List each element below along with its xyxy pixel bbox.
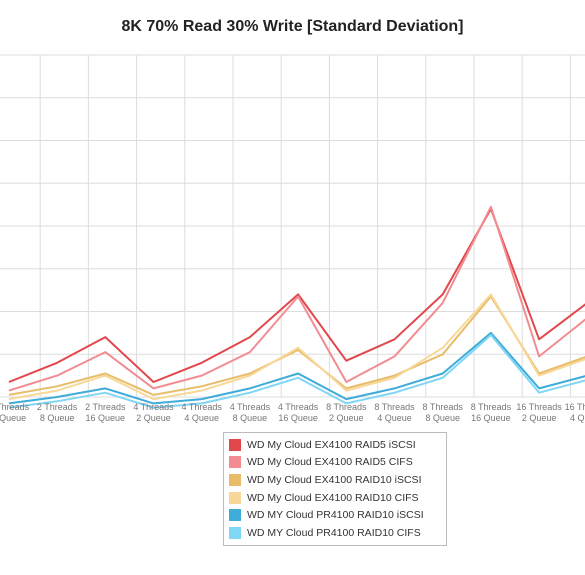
x-tick-label: 2 Queue [329, 413, 364, 423]
legend-label: WD MY Cloud PR4100 RAID10 iSCSI [247, 509, 424, 522]
legend-label: WD My Cloud EX4100 RAID10 CIFS [247, 491, 419, 504]
x-tick-label: 8 Threads [326, 402, 367, 412]
legend-swatch [229, 473, 241, 486]
legend-swatch [229, 491, 241, 504]
x-tick-label: 16 Threads [565, 402, 585, 412]
x-tick-label: 2 Threads [85, 402, 126, 412]
x-tick-label: 4 Threads [278, 402, 319, 412]
x-tick-label: 16 Queue [471, 413, 511, 423]
legend-label: WD My Cloud EX4100 RAID10 iSCSI [247, 473, 422, 486]
legend-swatch [229, 526, 241, 539]
x-tick-label: 4 Threads [133, 402, 174, 412]
legend-label: WD MY Cloud PR4100 RAID10 CIFS [247, 526, 421, 539]
x-tick-label: 8 Threads [374, 402, 415, 412]
legend-swatch [229, 456, 241, 469]
x-tick-label: 8 Queue [233, 413, 268, 423]
legend-label: WD My Cloud EX4100 RAID5 iSCSI [247, 438, 416, 451]
x-tick-label: 4 Threads [230, 402, 271, 412]
series-line-4 [8, 293, 585, 401]
series-lines [8, 205, 585, 409]
series-line-5 [8, 331, 585, 405]
x-tick-label: 16 Threads [516, 402, 562, 412]
x-tick-label: 1 Threads [0, 402, 30, 412]
legend-label: WD My Cloud EX4100 RAID5 CIFS [247, 456, 413, 469]
x-tick-label: 16 Queue [86, 413, 126, 423]
grid [0, 54, 585, 398]
x-tick-label: 2 Queue [136, 413, 171, 423]
series-line-3 [8, 295, 585, 396]
x-tick-label: 4 Threads [182, 402, 223, 412]
x-tick-label: 8 Queue [425, 413, 460, 423]
legend-swatch [229, 438, 241, 451]
series-line-6 [8, 334, 585, 409]
legend-item: WD MY Cloud PR4100 RAID10 CIFS [229, 524, 441, 542]
legend: WD My Cloud EX4100 RAID5 iSCSI WD My Clou… [223, 432, 447, 546]
x-tick-label: 4 Queue [570, 413, 585, 423]
x-tick-label: 2 Queue [0, 413, 26, 423]
legend-item: WD My Cloud EX4100 RAID5 CIFS [229, 454, 441, 472]
x-tick-label: 8 Threads [471, 402, 512, 412]
x-tick-label: 16 Queue [278, 413, 318, 423]
x-tick-label: 8 Queue [40, 413, 75, 423]
legend-item: WD MY Cloud PR4100 RAID10 iSCSI [229, 506, 441, 524]
series-line-2 [8, 205, 585, 392]
legend-item: WD My Cloud EX4100 RAID5 iSCSI [229, 436, 441, 454]
legend-swatch [229, 509, 241, 522]
chart-title: 8K 70% Read 30% Write [Standard Deviatio… [121, 18, 464, 35]
legend-item: WD My Cloud EX4100 RAID10 CIFS [229, 489, 441, 507]
x-tick-label: 8 Threads [423, 402, 464, 412]
x-tick-label: 2 Threads [37, 402, 78, 412]
x-tick-label: 2 Queue [522, 413, 557, 423]
x-tick-label: 4 Queue [377, 413, 412, 423]
x-tick-label: 4 Queue [184, 413, 219, 423]
legend-item: WD My Cloud EX4100 RAID10 iSCSI [229, 471, 441, 489]
